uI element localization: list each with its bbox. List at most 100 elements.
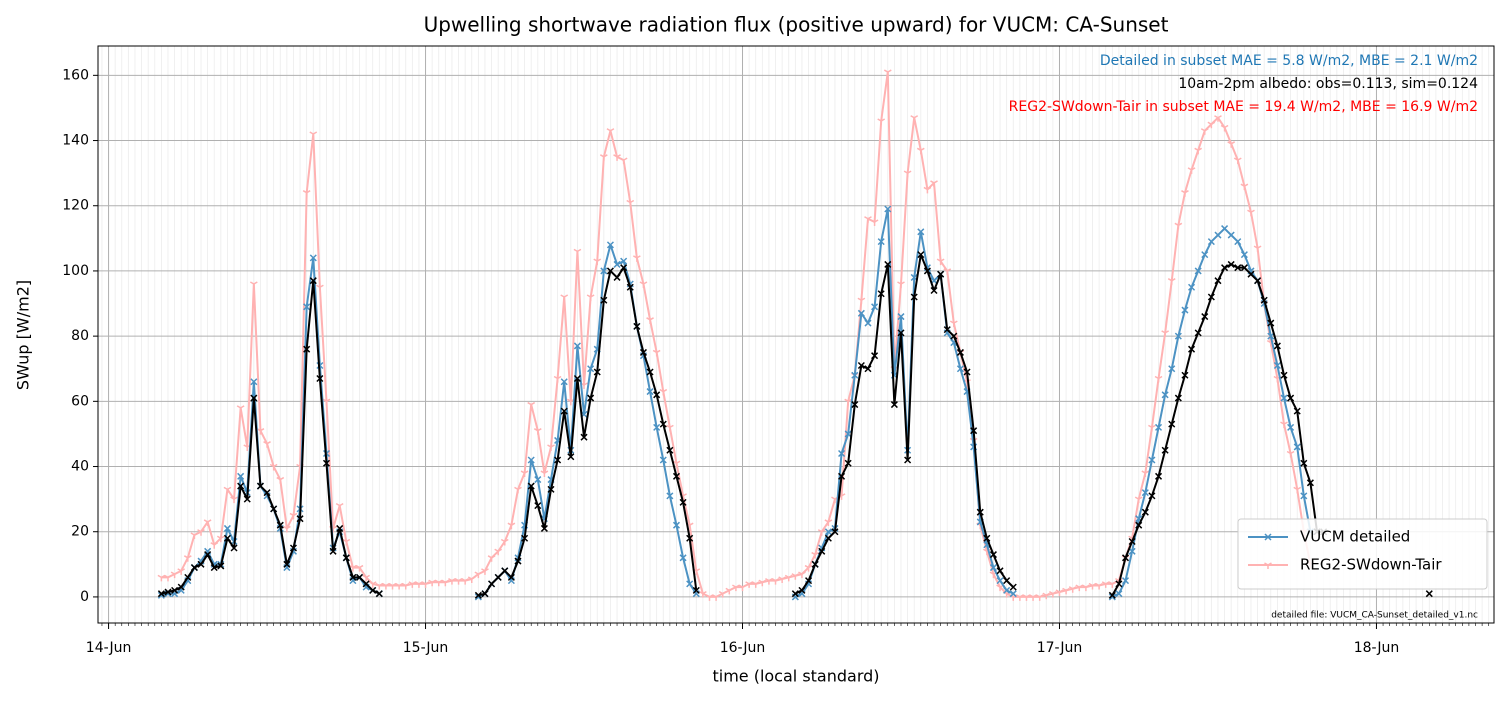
marker bbox=[1273, 342, 1281, 350]
marker bbox=[560, 407, 568, 415]
marker bbox=[164, 588, 172, 596]
marker bbox=[606, 128, 615, 135]
marker bbox=[322, 449, 331, 458]
marker bbox=[871, 352, 879, 360]
marker bbox=[593, 258, 602, 266]
marker bbox=[197, 529, 205, 536]
marker bbox=[877, 118, 886, 125]
marker bbox=[230, 496, 238, 504]
marker bbox=[322, 398, 331, 406]
marker bbox=[989, 564, 997, 572]
y-tick-label: 60 bbox=[71, 393, 89, 409]
marker bbox=[606, 241, 614, 249]
marker bbox=[1221, 264, 1229, 272]
marker bbox=[1148, 424, 1156, 432]
marker bbox=[1234, 238, 1242, 246]
marker bbox=[1154, 375, 1163, 383]
marker bbox=[507, 573, 515, 581]
marker bbox=[336, 524, 344, 532]
annotation: REG2-SWdown-Tair in subset MAE = 19.4 W/… bbox=[1009, 99, 1478, 115]
marker bbox=[1068, 586, 1077, 593]
marker bbox=[1306, 479, 1314, 487]
marker bbox=[203, 519, 212, 526]
marker bbox=[666, 446, 674, 454]
marker bbox=[1214, 231, 1222, 239]
marker bbox=[646, 388, 654, 396]
marker bbox=[250, 394, 258, 402]
marker bbox=[1425, 590, 1433, 598]
marker bbox=[1161, 391, 1169, 399]
marker bbox=[1035, 594, 1044, 601]
marker bbox=[937, 270, 945, 278]
marker bbox=[646, 317, 654, 324]
marker bbox=[1221, 225, 1229, 233]
marker bbox=[1141, 489, 1149, 497]
x-tick-label: 16-Jun bbox=[720, 640, 766, 656]
marker bbox=[877, 290, 885, 298]
marker bbox=[1095, 582, 1103, 590]
marker bbox=[1187, 167, 1196, 174]
marker bbox=[983, 534, 991, 542]
marker bbox=[441, 579, 450, 587]
marker bbox=[177, 583, 185, 591]
x-tick-label: 17-Jun bbox=[1037, 640, 1083, 656]
marker bbox=[335, 502, 344, 510]
marker bbox=[897, 313, 905, 321]
marker bbox=[679, 554, 687, 562]
marker bbox=[904, 456, 912, 464]
marker bbox=[1003, 586, 1011, 594]
marker bbox=[243, 495, 251, 503]
marker bbox=[289, 544, 297, 552]
marker bbox=[1201, 313, 1209, 321]
marker bbox=[916, 147, 925, 155]
marker bbox=[639, 281, 648, 288]
marker bbox=[1174, 222, 1183, 230]
marker bbox=[851, 371, 859, 379]
marker bbox=[817, 529, 826, 536]
marker bbox=[599, 154, 608, 161]
marker bbox=[401, 582, 410, 590]
marker bbox=[349, 573, 357, 581]
marker bbox=[580, 433, 588, 441]
marker bbox=[217, 562, 225, 570]
marker bbox=[672, 472, 681, 480]
marker bbox=[282, 525, 291, 533]
marker bbox=[355, 573, 364, 581]
marker bbox=[844, 459, 852, 467]
marker bbox=[1201, 251, 1209, 259]
marker bbox=[804, 564, 813, 572]
marker bbox=[481, 590, 489, 598]
marker bbox=[1082, 584, 1090, 592]
marker bbox=[269, 463, 278, 471]
marker bbox=[342, 538, 351, 546]
marker bbox=[474, 591, 482, 599]
marker bbox=[190, 532, 199, 539]
marker bbox=[963, 368, 971, 376]
marker bbox=[699, 591, 707, 598]
marker bbox=[1108, 591, 1116, 599]
marker bbox=[884, 205, 892, 213]
marker bbox=[1280, 371, 1288, 379]
marker bbox=[1240, 251, 1248, 259]
marker bbox=[329, 547, 337, 555]
marker bbox=[1293, 407, 1301, 415]
marker bbox=[883, 69, 892, 77]
marker bbox=[554, 456, 562, 464]
marker bbox=[375, 590, 383, 598]
marker bbox=[362, 580, 370, 588]
marker bbox=[263, 441, 271, 448]
marker bbox=[1220, 124, 1229, 132]
marker bbox=[1267, 319, 1275, 327]
marker bbox=[1247, 209, 1255, 217]
marker bbox=[560, 378, 568, 386]
marker bbox=[501, 567, 509, 575]
marker bbox=[626, 283, 634, 291]
marker bbox=[243, 489, 251, 497]
marker bbox=[1273, 361, 1281, 369]
marker bbox=[851, 401, 859, 409]
marker bbox=[527, 401, 536, 409]
marker bbox=[256, 482, 264, 490]
marker bbox=[930, 286, 938, 295]
marker bbox=[936, 258, 945, 266]
